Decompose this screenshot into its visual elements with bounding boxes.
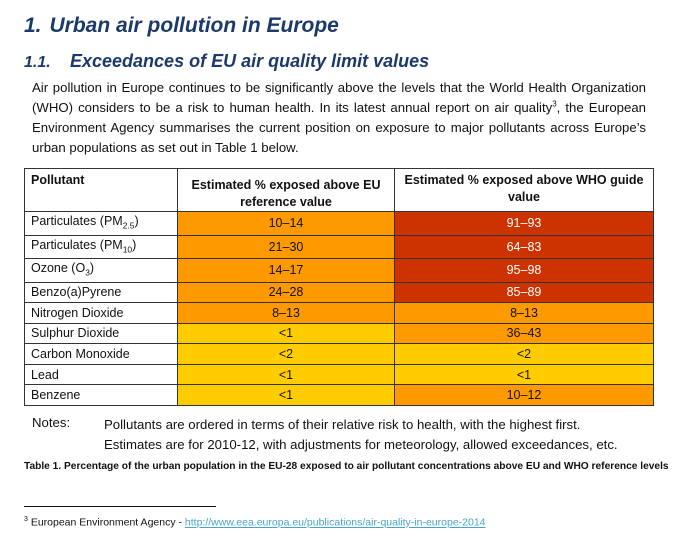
- eu-exposure-value: <1: [177, 384, 395, 407]
- who-exposure-value: 10–12: [394, 384, 654, 407]
- eu-exposure-value: <1: [177, 363, 395, 386]
- subsection-heading: 1.1. Exceedances of EU air quality limit …: [24, 51, 429, 72]
- pollutant-subscript: 2.5: [122, 220, 135, 231]
- note-line: Pollutants are ordered in terms of their…: [104, 417, 581, 432]
- footnote-link[interactable]: http://www.eea.europa.eu/publications/ai…: [184, 516, 486, 529]
- table-row: Sulphur Dioxide <1 36–43: [24, 322, 654, 345]
- pollutant-subscript: 3: [85, 267, 90, 278]
- pollutant-subscript: 10: [122, 244, 133, 254]
- pollutant-label-tail: ): [132, 237, 137, 252]
- eu-exposure-value: <2: [177, 343, 395, 365]
- pollutant-name: Benzene: [24, 384, 178, 407]
- pollutant-label: Lead: [31, 367, 59, 382]
- note-line: Estimates are for 2010-12, with adjustme…: [104, 437, 618, 452]
- pollutant-name: Nitrogen Dioxide: [24, 302, 178, 324]
- pollutant-name: Benzo(a)Pyrene: [24, 281, 178, 304]
- who-exposure-value: 8–13: [394, 302, 654, 324]
- table-row: Particulates (PM2.5) 10–14 91–93: [24, 211, 654, 236]
- table-caption: Table 1. Percentage of the urban populat…: [24, 461, 669, 472]
- pollutant-label: Particulates (PM: [31, 214, 123, 228]
- table-row: Lead <1 <1: [24, 363, 654, 386]
- header-who-guide: Estimated % exposed above WHO guide valu…: [394, 168, 654, 212]
- pollutant-label: Ozone (O: [31, 261, 86, 275]
- footnote-ref-mark: 3: [552, 99, 557, 109]
- header-eu-reference: Estimated % exposed above EU reference v…: [177, 168, 395, 212]
- intro-text-end: , the European Environment Agency summar…: [32, 100, 646, 155]
- footnote: 3 European Environment Agency - http://w…: [24, 516, 486, 529]
- who-exposure-value: <1: [394, 363, 654, 386]
- table-row: Benzene <1 10–12: [24, 384, 654, 407]
- pollutant-name: Particulates (PM10): [24, 234, 178, 259]
- eu-exposure-value: 21–30: [177, 234, 395, 259]
- who-exposure-value: <2: [394, 343, 654, 365]
- subsection-title: Exceedances of EU air quality limit valu…: [70, 51, 430, 71]
- pollutant-name: Ozone (O3): [24, 258, 178, 283]
- eu-exposure-value: 24–28: [177, 281, 395, 304]
- pollutant-label: Carbon Monoxide: [31, 347, 130, 362]
- section-number: 1.: [24, 14, 42, 37]
- eu-exposure-value: <1: [177, 322, 395, 345]
- pollutant-label-tail: ): [134, 214, 139, 228]
- table-row: Carbon Monoxide <2 <2: [24, 343, 654, 365]
- pollutant-label: Nitrogen Dioxide: [31, 305, 124, 320]
- intro-text-start: Air pollution in Europe continues to be …: [32, 80, 646, 115]
- header-pollutant: Pollutant: [24, 168, 178, 212]
- eu-exposure-value: 8–13: [177, 302, 395, 324]
- pollutant-label: Particulates (PM: [31, 237, 123, 252]
- who-exposure-value: 85–89: [394, 281, 654, 304]
- pollutant-label-tail: ): [89, 261, 95, 275]
- pollutant-name: Sulphur Dioxide: [24, 322, 178, 345]
- pollutant-name: Lead: [24, 363, 178, 386]
- section-title: Urban air pollution in Europe: [49, 14, 339, 37]
- who-exposure-value: 36–43: [394, 322, 654, 345]
- who-exposure-value: 95–98: [394, 258, 654, 283]
- pollutant-name: Carbon Monoxide: [24, 343, 178, 365]
- table-header-row: Pollutant Estimated % exposed above EU r…: [24, 168, 654, 212]
- section-heading: 1. Urban air pollution in Europe: [24, 14, 339, 38]
- footnote-text: European Environment Agency -: [27, 516, 185, 529]
- subsection-number: 1.1.: [24, 54, 51, 71]
- footnote-mark: 3: [24, 516, 28, 523]
- intro-paragraph: Air pollution in Europe continues to be …: [32, 78, 646, 158]
- table-row: Benzo(a)Pyrene 24–28 85–89: [24, 281, 654, 304]
- pollutant-label: Sulphur Dioxide: [31, 326, 120, 341]
- notes-label: Notes:: [32, 415, 71, 430]
- table-row: Ozone (O3) 14–17 95–98: [24, 258, 654, 283]
- who-exposure-value: 91–93: [394, 211, 654, 236]
- eu-exposure-value: 14–17: [177, 258, 395, 283]
- eu-exposure-value: 10–14: [177, 211, 395, 236]
- pollutant-exposure-table: Pollutant Estimated % exposed above EU r…: [24, 168, 654, 407]
- who-exposure-value: 64–83: [394, 234, 654, 259]
- footnote-divider: [24, 506, 216, 507]
- table-row: Nitrogen Dioxide 8–13 8–13: [24, 302, 654, 324]
- table-row: Particulates (PM10) 21–30 64–83: [24, 234, 654, 259]
- pollutant-label: Benzo(a)Pyrene: [31, 285, 122, 300]
- pollutant-name: Particulates (PM2.5): [24, 211, 178, 236]
- pollutant-label: Benzene: [31, 388, 81, 403]
